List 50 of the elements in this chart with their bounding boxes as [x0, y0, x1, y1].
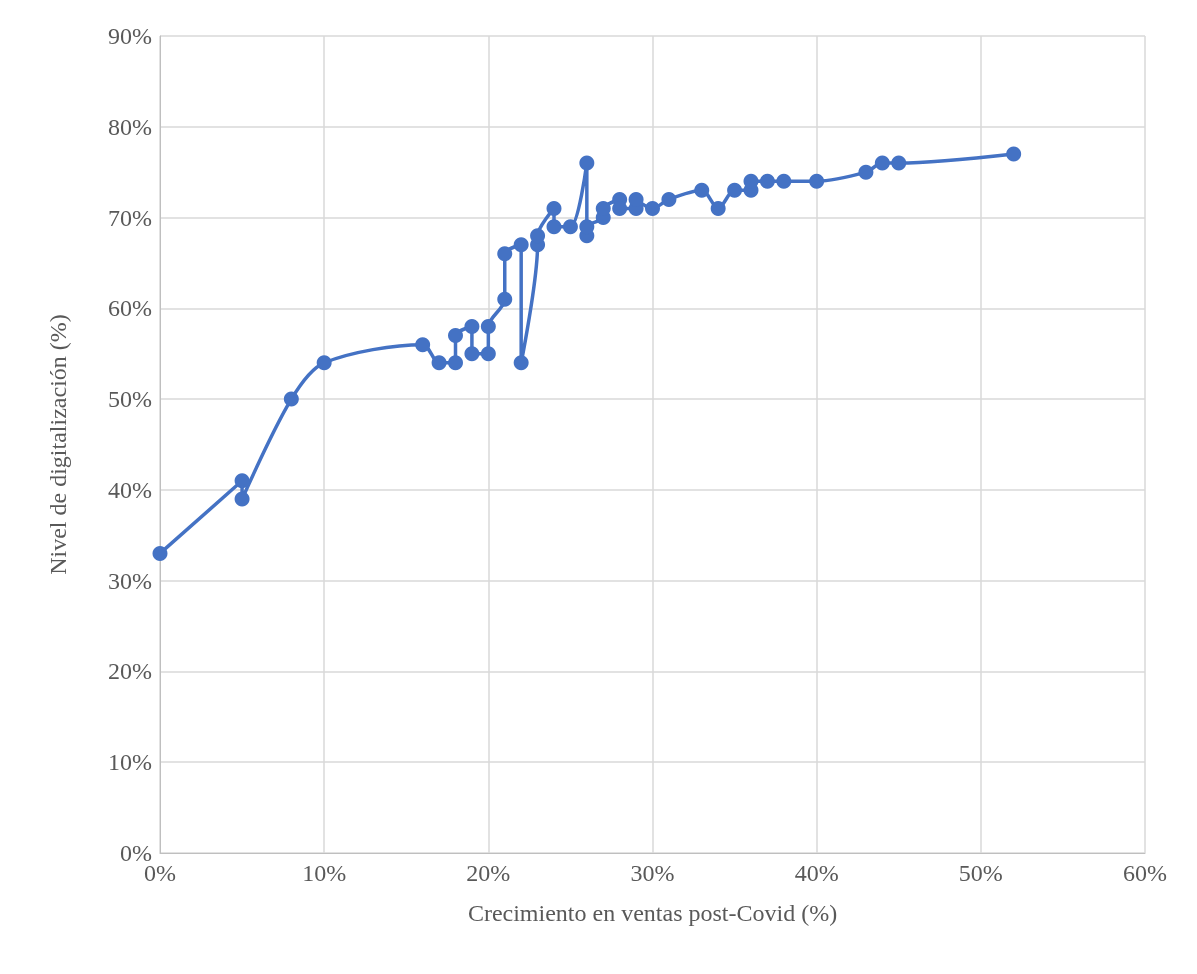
- point: [415, 337, 431, 353]
- point: [513, 237, 529, 253]
- point: [546, 200, 562, 216]
- x-tick-label: 10%: [302, 860, 347, 886]
- point: [710, 200, 726, 216]
- point: [448, 328, 463, 344]
- point: [759, 173, 775, 189]
- y-tick-label: 80%: [108, 113, 152, 140]
- x-tick-label: 20%: [466, 860, 511, 886]
- y-tick-label: 90%: [108, 23, 152, 49]
- y-tick-label: 70%: [108, 204, 152, 231]
- point: [645, 200, 660, 216]
- x-axis-title: Crecimiento en ventas post-Covid (%): [467, 900, 838, 926]
- point: [152, 545, 168, 561]
- x-tick-label: 30%: [630, 860, 675, 886]
- point: [661, 191, 677, 207]
- point: [283, 391, 299, 407]
- point: [694, 182, 710, 198]
- point: [579, 155, 595, 171]
- y-tick-label: 60%: [108, 295, 152, 322]
- point: [448, 355, 463, 371]
- point: [891, 155, 907, 171]
- point: [480, 318, 496, 334]
- point: [480, 346, 496, 362]
- x-tick-label: 60%: [1123, 860, 1167, 886]
- point: [464, 318, 480, 334]
- y-tick-label: 50%: [108, 386, 152, 413]
- point: [431, 355, 447, 371]
- point: [234, 473, 250, 489]
- y-axis-title: Nivel de digitalización (%): [45, 314, 71, 575]
- y-tick-label: 40%: [108, 476, 152, 503]
- point: [497, 291, 513, 307]
- point: [513, 355, 529, 371]
- point: [809, 173, 825, 189]
- point: [234, 491, 250, 507]
- y-tick-label: 10%: [108, 749, 152, 776]
- x-tick-label: 50%: [958, 860, 1003, 886]
- y-tick-label: 30%: [108, 567, 152, 594]
- point: [874, 155, 890, 171]
- point: [546, 219, 562, 235]
- point: [316, 355, 332, 371]
- x-tick-label: 40%: [794, 860, 839, 886]
- point: [858, 164, 874, 180]
- point: [727, 182, 743, 198]
- point: [497, 246, 513, 262]
- point: [464, 346, 480, 362]
- point: [562, 219, 578, 235]
- y-tick-label: 20%: [108, 658, 152, 685]
- point: [1006, 146, 1022, 162]
- point: [776, 173, 792, 189]
